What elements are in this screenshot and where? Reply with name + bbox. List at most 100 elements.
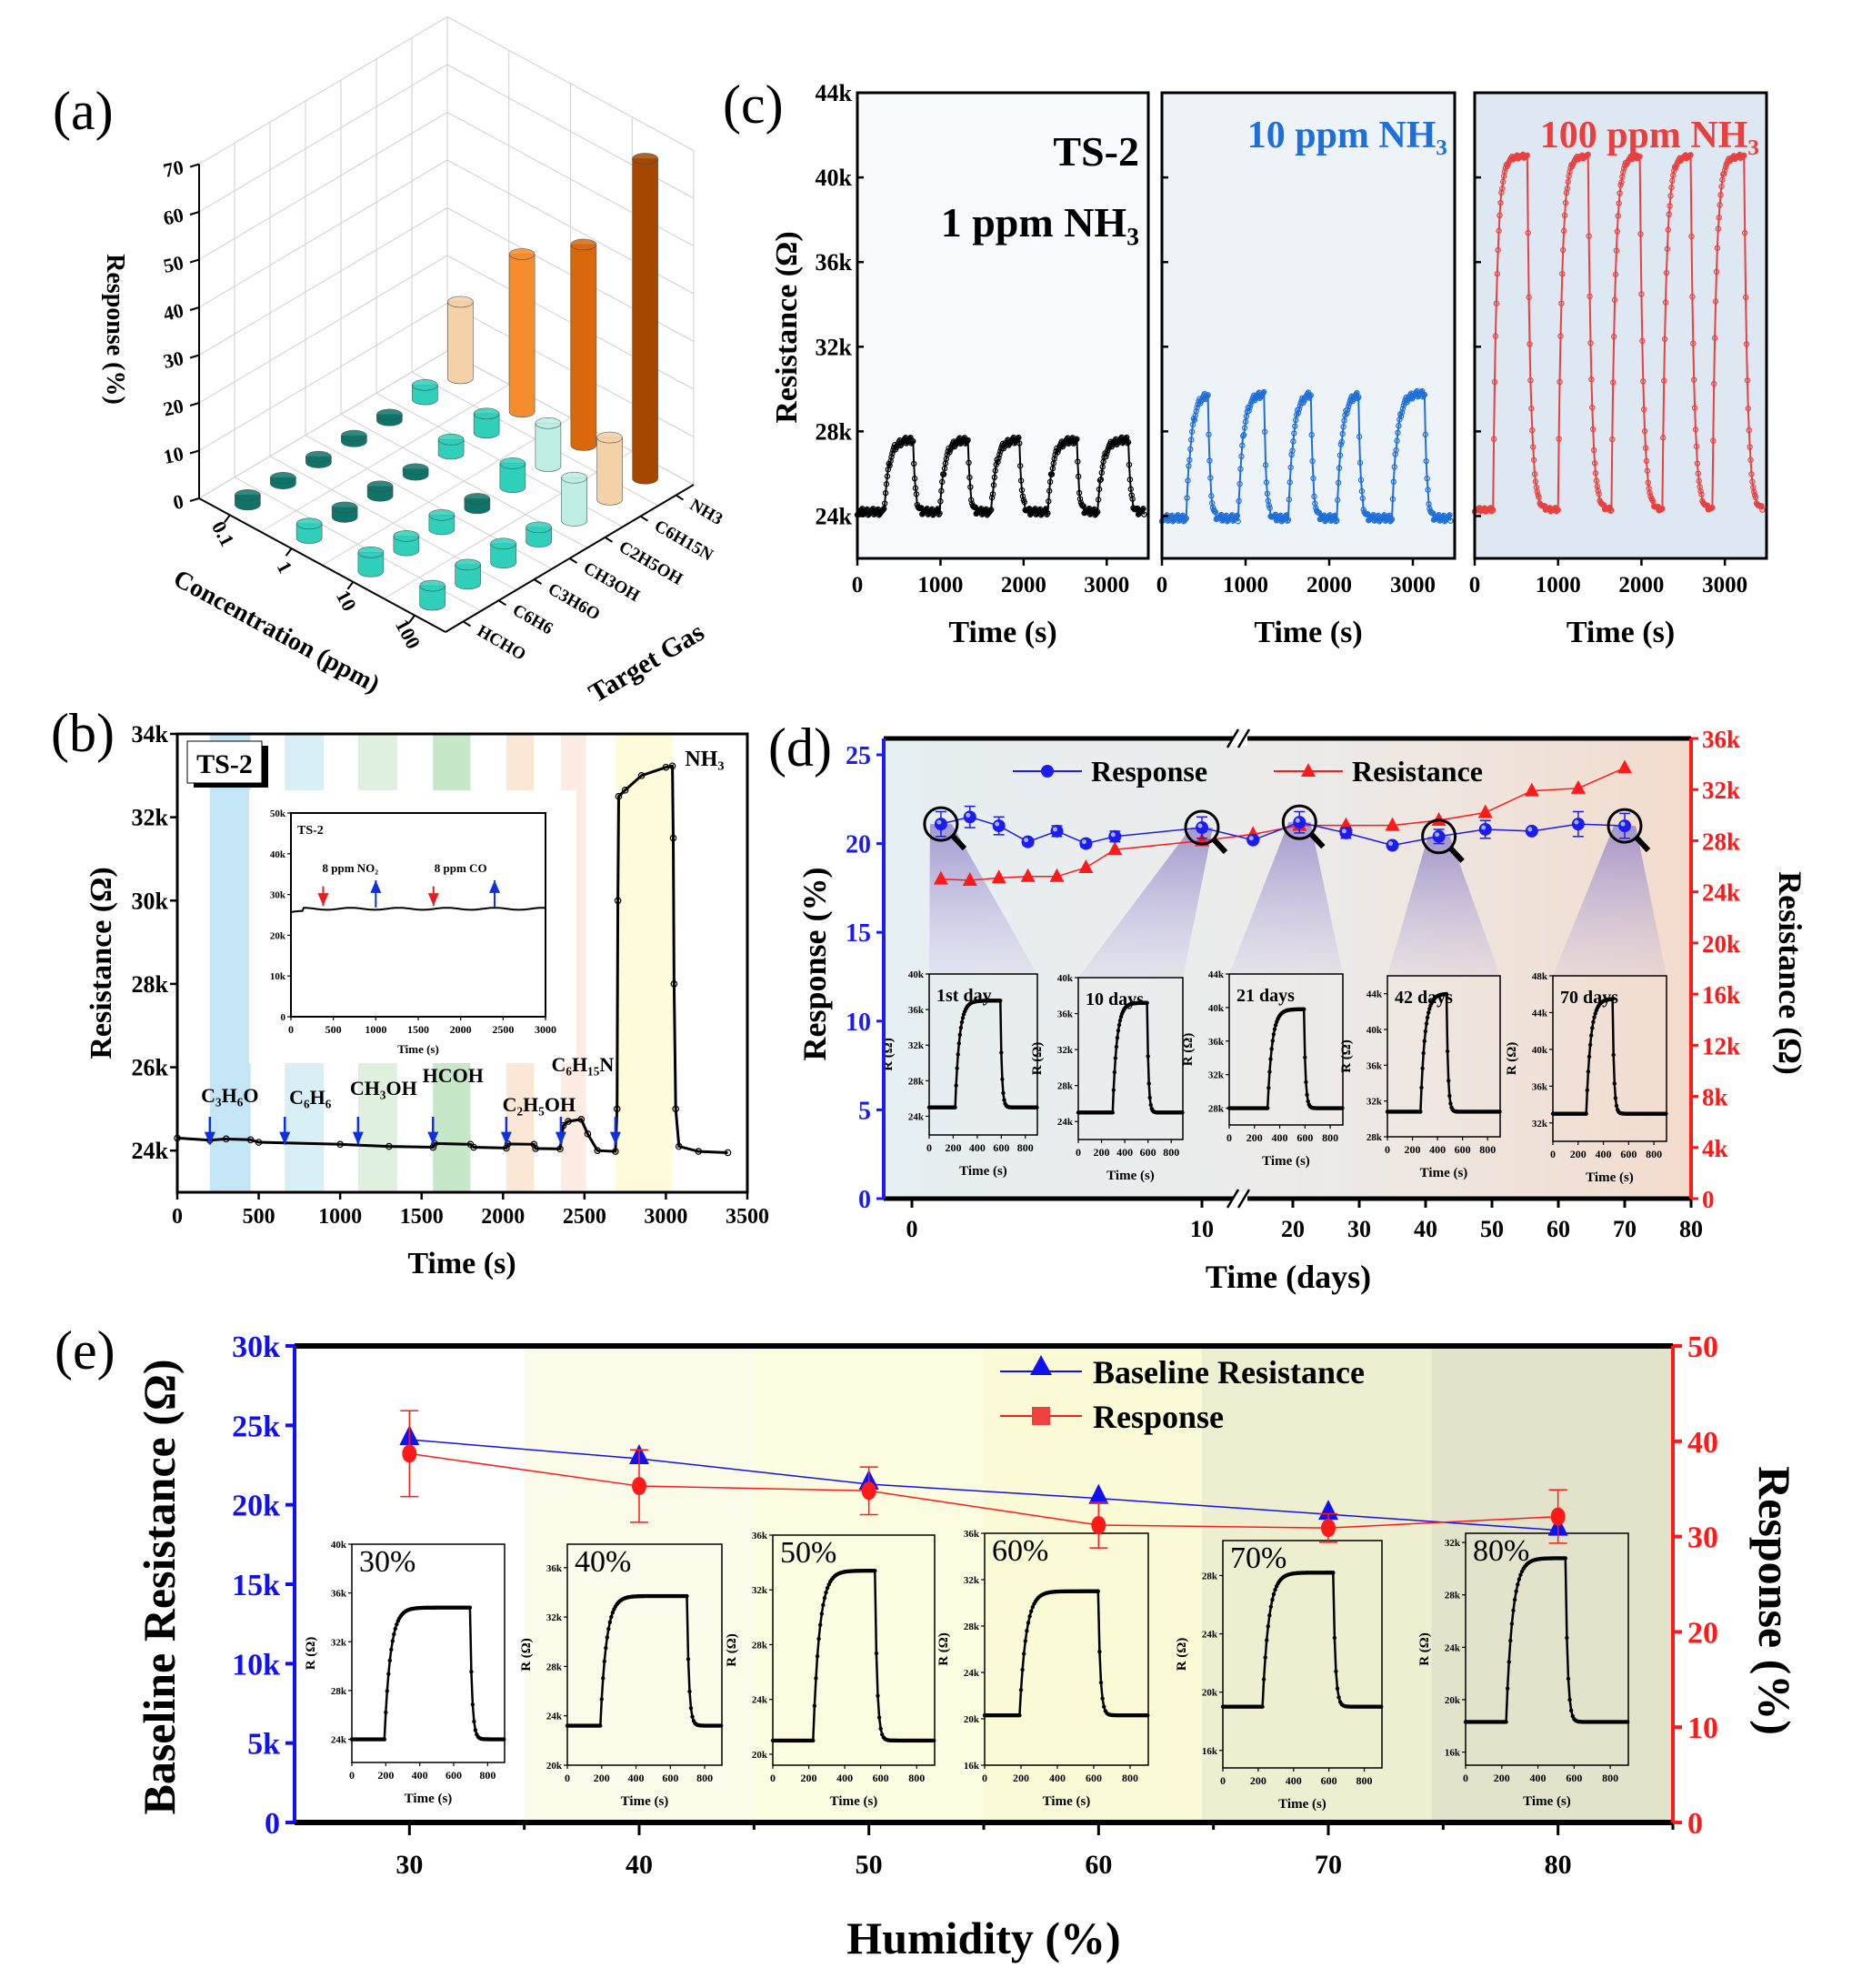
data-point bbox=[1610, 379, 1617, 386]
data-point bbox=[1001, 1090, 1006, 1096]
inset-x-tick-label: 200 bbox=[801, 1772, 817, 1784]
inset-x-tick-label: 400 bbox=[836, 1772, 853, 1784]
bar-top bbox=[526, 521, 552, 534]
inset-x-tick-label: 0 bbox=[982, 1772, 987, 1784]
gas-tick bbox=[639, 515, 649, 522]
data-point bbox=[1116, 1029, 1121, 1033]
data-point bbox=[1615, 213, 1621, 219]
data-point bbox=[889, 450, 896, 457]
baseline-marker bbox=[1088, 1483, 1109, 1504]
inset-x-tick-label: 200 bbox=[594, 1772, 610, 1784]
label-box-text: TS-2 bbox=[196, 749, 253, 779]
panel-label-e: (e) bbox=[55, 1320, 115, 1381]
bar-top bbox=[508, 248, 536, 260]
inset-x-axis-title: Time (s) bbox=[959, 1164, 1007, 1179]
data-point bbox=[1308, 431, 1315, 438]
inset-y-tick-label: 44k bbox=[1366, 989, 1383, 1000]
data-point bbox=[938, 487, 945, 494]
exposure-arrow-head bbox=[555, 1131, 566, 1145]
data-point bbox=[1336, 465, 1343, 471]
data-point bbox=[1044, 511, 1050, 517]
data-point bbox=[1284, 517, 1291, 524]
data-point bbox=[1233, 513, 1240, 520]
data-point bbox=[958, 1025, 964, 1030]
data-point bbox=[1113, 1056, 1118, 1060]
data-point bbox=[1387, 517, 1395, 524]
inset-y-tick-label: 20k bbox=[964, 1714, 980, 1725]
data-point bbox=[1026, 506, 1032, 513]
resistance-marker bbox=[1477, 804, 1493, 818]
inset-x-tick-label: 200 bbox=[1570, 1148, 1587, 1160]
data-point bbox=[1610, 997, 1615, 1001]
data-point bbox=[881, 500, 888, 507]
data-point bbox=[878, 1726, 883, 1732]
data-point bbox=[1587, 340, 1594, 346]
z-tick bbox=[189, 163, 200, 168]
z-tick-label: 50 bbox=[161, 251, 185, 277]
subplot-frame bbox=[856, 91, 1150, 560]
data-point bbox=[1444, 991, 1449, 997]
inset-y-tick-label: 16k bbox=[1445, 1748, 1461, 1759]
inset-y-tick-label: 40k bbox=[1366, 1025, 1383, 1036]
subplot-1: 0 1000 2000 3000 24k 28k 32k 36k 40k 44k Time (s) T… bbox=[816, 80, 1150, 649]
data-point bbox=[880, 507, 886, 513]
series-line bbox=[290, 907, 546, 913]
floor-gridline bbox=[322, 417, 571, 566]
data-point bbox=[911, 475, 918, 482]
bar-top bbox=[366, 480, 394, 493]
inset-y-tick-label: 44k bbox=[1208, 969, 1225, 980]
concentration-tick-label: 0.1 bbox=[207, 517, 239, 550]
right-y-tick-label: 36k bbox=[1702, 726, 1740, 753]
data-point bbox=[1587, 1042, 1593, 1048]
data-point bbox=[1147, 1095, 1152, 1100]
panel-b-selectivity-chart: C₃H₆O C₆H₆ CH₃OH HCOH C₂H₅OH C₆H₁₅N 0 500 1000 15… bbox=[85, 721, 769, 1280]
inset-y-tick-label: 24k bbox=[1445, 1642, 1461, 1653]
data-point bbox=[1016, 463, 1024, 469]
data-point bbox=[1715, 226, 1722, 232]
data-point bbox=[1141, 511, 1147, 517]
data-point bbox=[1094, 509, 1100, 517]
data-point bbox=[1114, 1044, 1119, 1049]
data-point bbox=[910, 460, 917, 467]
data-point bbox=[987, 507, 994, 514]
data-point bbox=[822, 1595, 827, 1601]
inset-x-tick-label: 200 bbox=[1250, 1774, 1266, 1787]
x-tick-label: 0 bbox=[1156, 573, 1168, 597]
inset-frame bbox=[1222, 1540, 1383, 1769]
response-marker bbox=[861, 1481, 876, 1501]
z-tick-label: 40 bbox=[161, 298, 185, 325]
panel-c-nh3-cycles: 0 1000 2000 3000 24k 28k 32k 36k 40k 44k Time (s) T… bbox=[770, 80, 1768, 649]
data-point bbox=[1509, 1622, 1515, 1626]
data-point bbox=[1124, 440, 1131, 447]
data-point bbox=[1497, 1109, 1502, 1114]
data-point bbox=[690, 1714, 695, 1719]
data-point bbox=[1534, 488, 1540, 495]
data-point bbox=[1567, 165, 1574, 171]
data-point bbox=[825, 1585, 830, 1591]
data-point bbox=[1020, 1667, 1025, 1672]
legend: Baseline Resistance Response bbox=[1000, 1354, 1365, 1435]
inset-y-tick-label: 0 bbox=[281, 1012, 286, 1023]
response-marker bbox=[1571, 818, 1585, 831]
data-point bbox=[1591, 1019, 1596, 1024]
gas-label: C₃H₆O bbox=[201, 1084, 258, 1107]
response-marker bbox=[934, 818, 947, 831]
data-point bbox=[1379, 1704, 1384, 1709]
data-point bbox=[1186, 457, 1193, 464]
baseline-series bbox=[399, 1425, 1568, 1536]
x-tick-label: 0 bbox=[1469, 573, 1481, 597]
data-point bbox=[1271, 1591, 1276, 1597]
data-point bbox=[1696, 477, 1702, 485]
data-point bbox=[469, 1669, 474, 1674]
gas-tick bbox=[497, 599, 507, 607]
x-tick-label: 0 bbox=[906, 1216, 918, 1242]
data-point bbox=[1019, 493, 1026, 499]
marker-highlight bbox=[1527, 827, 1533, 832]
marker-highlight bbox=[1574, 819, 1579, 825]
inset-y-tick-label: 40k bbox=[1532, 1045, 1548, 1056]
data-point bbox=[1266, 1086, 1271, 1090]
marker-highlight bbox=[1081, 839, 1086, 845]
data-point bbox=[815, 1654, 820, 1659]
x-tick-label: 1000 bbox=[1223, 573, 1268, 597]
data-point bbox=[1098, 1681, 1104, 1685]
